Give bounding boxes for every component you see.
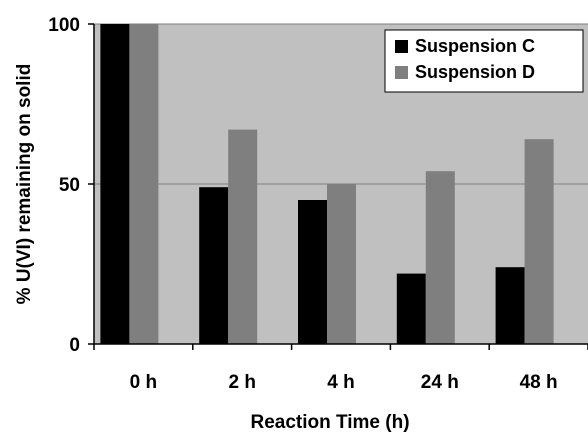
legend-label-suspension-c: Suspension C	[415, 36, 535, 56]
y-tick-label-100: 100	[48, 15, 80, 36]
x-category-label: 2 h	[228, 372, 255, 393]
x-category-label: 0 h	[130, 372, 157, 393]
y-tick-label-50: 50	[59, 175, 80, 196]
bar-suspension-d-48h	[524, 139, 554, 344]
bar-suspension-d-4h	[327, 184, 356, 344]
bars	[100, 24, 554, 344]
bar-suspension-c-0h	[100, 24, 130, 344]
y-tick-labels: 0 50 100	[48, 15, 80, 356]
x-category-labels: 0 h 2 h 4 h 24 h 48 h	[130, 372, 558, 393]
y-axis-title: % U(VI) remaining on solid	[14, 64, 35, 305]
legend: Suspension C Suspension D	[384, 29, 584, 93]
legend-items: Suspension C Suspension D	[395, 36, 535, 82]
x-category-label: 48 h	[520, 372, 558, 393]
bar-suspension-d-0h	[129, 24, 159, 344]
legend-swatch-suspension-d	[395, 66, 408, 79]
bar-suspension-c-2h	[199, 187, 229, 344]
x-axis-title: Reaction Time (h)	[250, 412, 409, 433]
legend-label-suspension-d: Suspension D	[415, 62, 535, 82]
x-category-label: 24 h	[421, 372, 459, 393]
bar-suspension-c-4h	[298, 200, 327, 344]
axes	[88, 23, 588, 350]
bar-suspension-d-2h	[228, 129, 258, 344]
legend-box	[384, 29, 584, 93]
x-category-label: 4 h	[327, 372, 354, 393]
bar-suspension-c-24h	[396, 273, 426, 344]
bar-suspension-d-24h	[425, 171, 455, 344]
legend-swatch-suspension-c	[395, 40, 408, 53]
bar-suspension-c-48h	[495, 267, 525, 344]
y-tick-label-0: 0	[69, 335, 80, 356]
